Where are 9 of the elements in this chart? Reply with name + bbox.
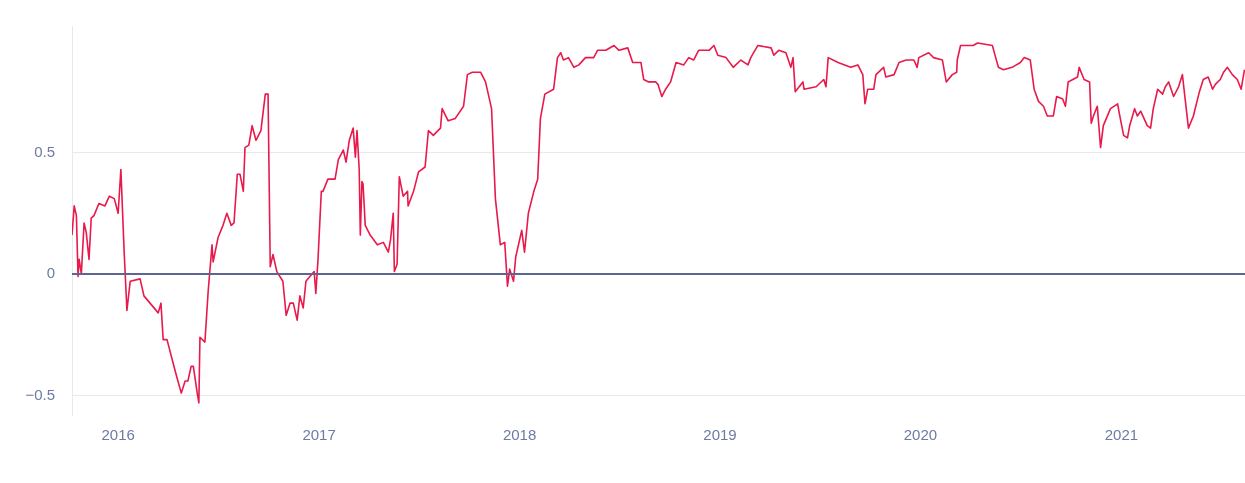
x-tick-label: 2016	[101, 426, 135, 444]
x-tick-label: 2018	[502, 426, 537, 444]
x-tick-label: 2017	[302, 426, 336, 444]
y-tick-label: 0	[46, 264, 55, 282]
y-tick-label: 0.5	[34, 142, 55, 160]
x-tick-label: 2020	[903, 426, 938, 444]
x-tick-label: 2021	[1104, 426, 1139, 444]
x-tick-label: 2019	[703, 426, 737, 444]
y-tick-label: −0.5	[25, 385, 55, 403]
